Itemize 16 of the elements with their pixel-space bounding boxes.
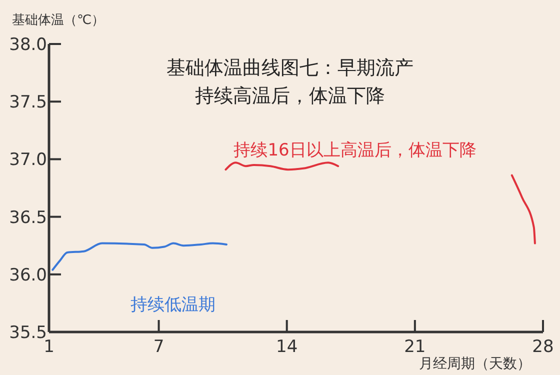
x-tick-label: 14 [276, 337, 298, 357]
series-label: 持续16日以上高温后，体温下降 [234, 140, 476, 161]
x-tick-label: 21 [404, 337, 426, 357]
y-tick-label: 36.0 [9, 265, 47, 286]
y-tick-label: 37.5 [9, 92, 47, 113]
y-tick-label: 37.0 [9, 150, 47, 170]
x-tick-label: 7 [153, 337, 164, 357]
text: 持续高温后，体温下降 [195, 85, 385, 107]
y-axis-title: 基础体温（℃） [12, 13, 105, 28]
y-tick-label: 36.5 [9, 208, 47, 228]
text: 持续低温期 [130, 294, 216, 315]
x-tick-label: 28 [532, 337, 554, 357]
line-series [52, 242, 228, 271]
x-axis-title: 月经周期（天数） [419, 356, 531, 372]
y-tick-label: 38.0 [9, 34, 47, 55]
text: 基础体温曲线图七：早期流产 [166, 57, 414, 79]
